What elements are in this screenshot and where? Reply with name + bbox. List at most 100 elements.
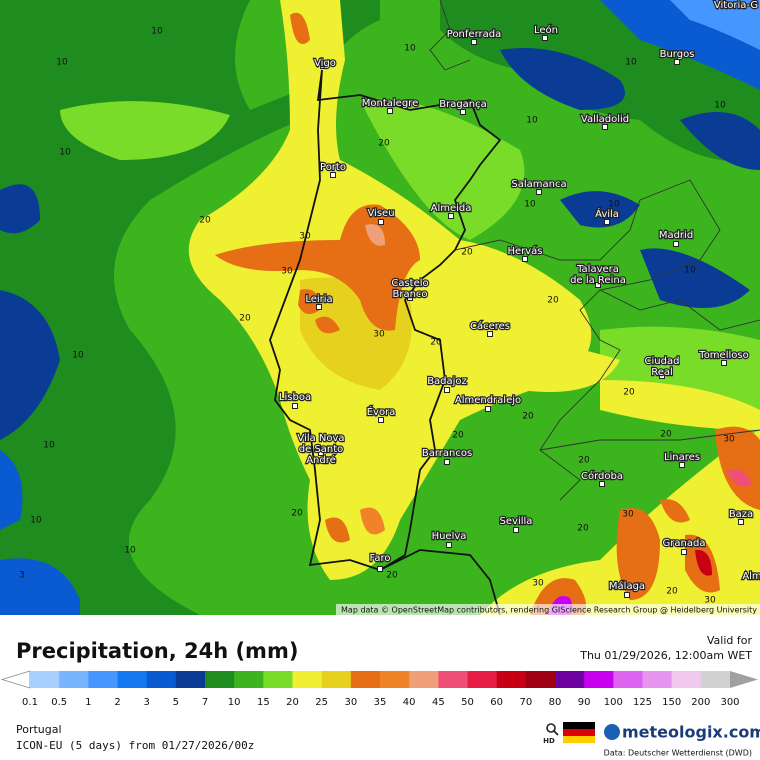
contour-label: 10	[684, 266, 696, 276]
city-label: Badajoz	[427, 376, 467, 387]
legend-swatch	[642, 671, 673, 688]
contour-label: 20	[378, 139, 390, 149]
city-marker	[738, 519, 744, 525]
legend-value: 5	[173, 697, 179, 708]
attribution-bg	[336, 604, 760, 616]
legend-value: 150	[662, 697, 681, 708]
valid-label: Valid for	[707, 634, 753, 647]
legend-swatch	[321, 671, 352, 688]
city-marker	[681, 549, 687, 555]
city-label: Salamanca	[511, 179, 566, 190]
city-label: Barrancos	[422, 448, 472, 459]
legend-value: 40	[403, 697, 416, 708]
legend-value: 20	[286, 697, 299, 708]
legend-value: 3	[143, 697, 149, 708]
city-marker	[659, 373, 665, 379]
legend-value: 25	[315, 697, 328, 708]
legend-swatch	[438, 671, 468, 688]
city-marker	[448, 213, 454, 219]
legend-swatch	[234, 671, 264, 688]
legend-over	[730, 671, 758, 688]
city-marker	[377, 566, 383, 572]
legend-swatch	[88, 671, 118, 688]
contour-label: 20	[430, 338, 442, 348]
legend-value: 300	[720, 697, 739, 708]
city-marker	[595, 282, 601, 288]
contour-label: 10	[524, 200, 536, 210]
city-label: Évora	[367, 405, 396, 418]
flag-red	[563, 729, 595, 736]
legend-value: 200	[691, 697, 710, 708]
legend-swatch	[700, 671, 731, 688]
city-marker	[378, 219, 384, 225]
legend-swatch	[59, 671, 89, 688]
city-marker	[330, 172, 336, 178]
city-label: Porto	[320, 162, 346, 173]
city-marker	[513, 527, 519, 533]
hd-label[interactable]: HD	[543, 737, 555, 745]
contour-label: 20	[577, 524, 589, 534]
legend-swatch	[496, 671, 527, 688]
legend-value: 90	[578, 697, 591, 708]
city-label: Talavera	[576, 264, 619, 275]
city-label: Ciudad	[645, 356, 680, 367]
legend-swatch	[350, 671, 381, 688]
contour-label: 10	[714, 101, 726, 111]
hd-icon[interactable]	[546, 723, 556, 733]
legend-value: 45	[432, 697, 445, 708]
legend-value: 30	[344, 697, 357, 708]
hd-icon-handle	[553, 730, 559, 736]
contour-label: 20	[578, 456, 590, 466]
legend-value: 50	[461, 697, 474, 708]
city-marker	[471, 39, 477, 45]
contour-label: 10	[124, 546, 136, 556]
contour-label: 30	[704, 596, 716, 606]
legend-value: 35	[374, 697, 387, 708]
contour-label: 10	[56, 58, 68, 68]
city-label: Montalegre	[362, 98, 418, 109]
contour-label: 20	[666, 587, 678, 597]
contour-label: 10	[608, 200, 620, 210]
legend-value: 7	[202, 697, 208, 708]
contour-label: 20	[386, 571, 398, 581]
city-marker	[679, 462, 685, 468]
legend-swatch	[263, 671, 293, 688]
legend-value: 60	[490, 697, 503, 708]
city-marker	[522, 256, 528, 262]
city-marker	[316, 304, 322, 310]
data-source: Data: Deutscher Wetterdienst (DWD)	[604, 749, 752, 758]
contour-label: 20	[660, 430, 672, 440]
contour-label: 30	[281, 267, 293, 277]
city-marker	[624, 592, 630, 598]
legend-value: 125	[633, 697, 652, 708]
legend-value: 70	[519, 697, 532, 708]
city-label: de Santo	[299, 444, 344, 455]
legend-swatch	[175, 671, 206, 688]
legend-swatch	[30, 671, 60, 688]
city-label: Lisboa	[279, 392, 311, 403]
city-label: Viseu	[367, 208, 394, 219]
city-label: Ponferrada	[447, 29, 501, 40]
city-label: Granada	[663, 538, 706, 549]
legend-swatch	[292, 671, 323, 688]
contour-label: 30	[299, 232, 311, 242]
contour-label: 20	[199, 216, 211, 226]
city-label: Vitoria-G	[714, 0, 758, 11]
contour-label: 20	[623, 388, 635, 398]
logo[interactable]: meteologix.com	[622, 723, 760, 742]
city-label: Branco	[392, 289, 427, 300]
city-label: Cáceres	[470, 320, 510, 332]
legend-value: 10	[228, 697, 241, 708]
city-marker	[407, 295, 413, 301]
city-label: Bragança	[439, 99, 487, 110]
city-label: Leiria	[305, 294, 332, 305]
city-marker	[674, 59, 680, 65]
legend-value: 15	[257, 697, 270, 708]
city-marker	[599, 481, 605, 487]
contour-label: 10	[526, 116, 538, 126]
legend-swatch	[117, 671, 148, 688]
city-label: Faro	[370, 553, 391, 564]
contour-label: 20	[461, 248, 473, 258]
city-label: Tomelloso	[698, 350, 748, 361]
